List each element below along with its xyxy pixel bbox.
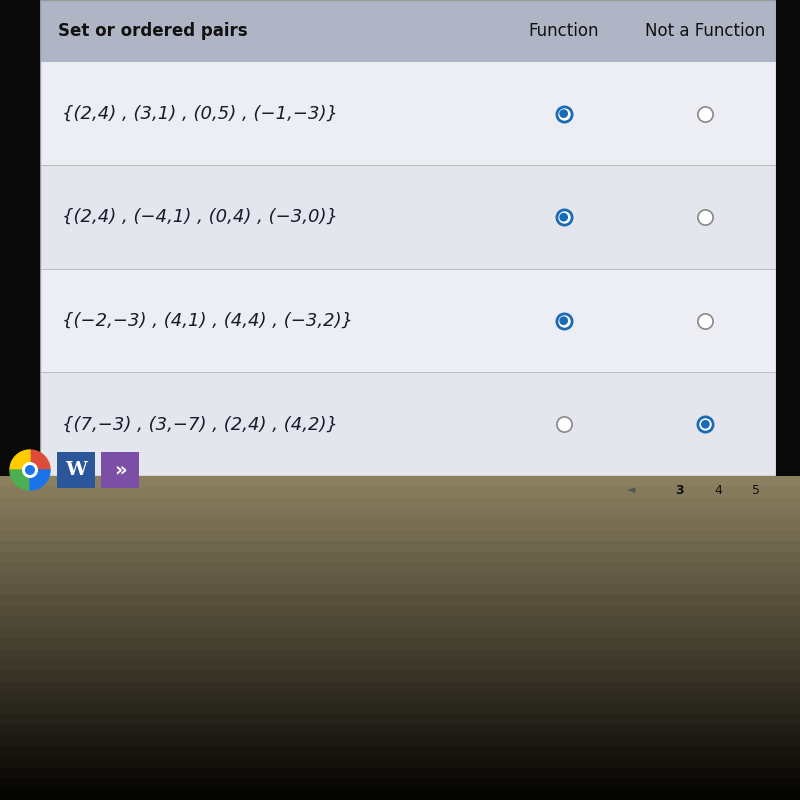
Text: 4: 4 [714,483,722,497]
Text: {(−2,−3) , (4,1) , (4,4) , (−3,2)}: {(−2,−3) , (4,1) , (4,4) , (−3,2)} [62,312,354,330]
Bar [0,616,800,627]
Bar [0,509,800,519]
Bar [0,735,800,746]
Point [699,418,712,430]
Point [558,107,570,120]
Bar [0,649,800,659]
Bar [0,789,800,800]
Bar [0,746,800,757]
Point [699,107,712,120]
Bar [0,573,800,584]
Bar [0,498,800,509]
Point [699,314,712,327]
Bar [0,584,800,595]
Point [558,314,570,327]
Circle shape [25,465,35,475]
Text: {(7,−3) , (3,−7) , (2,4) , (4,2)}: {(7,−3) , (3,−7) , (2,4) , (4,2)} [62,415,338,434]
Point [699,418,712,430]
Point [699,210,712,223]
Bar [0,659,800,670]
Polygon shape [10,450,30,470]
Bar [0,595,800,606]
Bar [0,606,800,616]
FancyBboxPatch shape [57,452,95,488]
Point [558,210,570,223]
FancyBboxPatch shape [40,269,776,373]
Bar [0,486,800,498]
Bar [0,692,800,702]
Bar [0,552,800,562]
Text: W: W [65,461,87,479]
Text: Set or ordered pairs: Set or ordered pairs [58,22,248,40]
Bar [0,627,800,638]
Text: Function: Function [529,22,599,40]
Bar [0,757,800,768]
Bar [0,670,800,681]
Bar [0,530,800,541]
Text: Not a Function: Not a Function [646,22,766,40]
Point [558,210,570,223]
Text: 3: 3 [675,483,684,497]
Bar [0,702,800,714]
Bar [0,778,800,789]
Point [558,107,570,120]
Text: ◄: ◄ [627,485,636,495]
Bar [0,519,800,530]
FancyBboxPatch shape [101,452,139,488]
Text: »: » [114,461,126,479]
Bar [0,714,800,725]
FancyBboxPatch shape [40,62,776,166]
Point [558,418,570,430]
Polygon shape [30,470,50,490]
FancyBboxPatch shape [40,373,776,476]
Text: 5: 5 [753,483,761,497]
Bar [0,725,800,735]
Bar [0,562,800,573]
Polygon shape [10,470,30,490]
Bar [0,476,800,486]
Bar [0,638,800,649]
Text: {(2,4) , (3,1) , (0,5) , (−1,−3)}: {(2,4) , (3,1) , (0,5) , (−1,−3)} [62,105,338,122]
Bar [0,768,800,778]
Bar [0,681,800,692]
Point [558,314,570,327]
Bar [0,541,800,552]
Polygon shape [30,450,50,470]
FancyBboxPatch shape [40,0,776,62]
FancyBboxPatch shape [40,166,776,269]
Text: {(2,4) , (−4,1) , (0,4) , (−3,0)}: {(2,4) , (−4,1) , (0,4) , (−3,0)} [62,208,338,226]
Circle shape [22,462,38,478]
